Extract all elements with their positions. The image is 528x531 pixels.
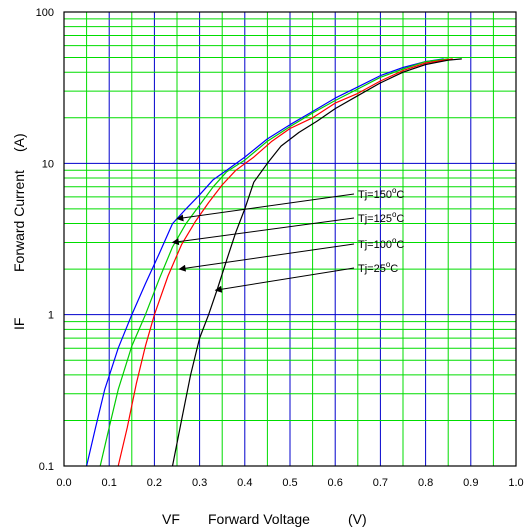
- y-axis-title: Forward Current: [11, 170, 27, 272]
- x-tick-label: 0.0: [56, 477, 71, 489]
- x-axis-prefix: VF: [162, 511, 180, 527]
- annotation-label: Tj=150oC: [358, 186, 404, 201]
- x-tick-label: 0.4: [237, 477, 252, 489]
- annotation-label: Tj=25oC: [358, 260, 398, 275]
- series-line-3: [171, 58, 462, 467]
- x-tick-label: 0.3: [192, 477, 207, 489]
- x-tick-label: 0.8: [418, 477, 433, 489]
- annotation-label: Tj=100oC: [358, 236, 404, 251]
- series-line-0: [86, 58, 444, 467]
- annotation-arrow: [171, 217, 355, 246]
- x-tick-labels: 0.0 0.1 0.2 0.3 0.4 0.5 0.6 0.7 0.8 0.9 1.0: [56, 477, 523, 489]
- y-tick-label: 1: [48, 310, 54, 322]
- y-axis-unit: (A): [11, 133, 27, 152]
- x-axis-title: Forward Voltage: [208, 511, 310, 527]
- y-tick-label: 0.1: [39, 461, 54, 473]
- annotation-arrow: [214, 267, 355, 293]
- annotation-arrow: [176, 193, 355, 222]
- x-tick-label: 0.2: [147, 477, 162, 489]
- x-tick-label: 1.0: [508, 477, 523, 489]
- x-tick-label: 0.6: [328, 477, 343, 489]
- x-tick-label: 0.1: [102, 477, 117, 489]
- plot-frame: [63, 11, 517, 467]
- annotation-label: Tj=125oC: [358, 210, 404, 225]
- annotations: Tj=150oC Tj=125oC Tj=100oC Tj=25oC: [171, 186, 404, 293]
- y-tick-label: 10: [42, 158, 54, 170]
- series-lines: [86, 58, 462, 467]
- x-tick-label: 0.9: [463, 477, 478, 489]
- annotation-arrow: [178, 243, 355, 272]
- x-axis-unit: (V): [348, 511, 367, 527]
- y-axis-prefix: IF: [11, 318, 27, 330]
- grid: [64, 12, 516, 466]
- x-tick-label: 0.7: [373, 477, 388, 489]
- y-tick-label: 100: [36, 7, 54, 19]
- x-tick-label: 0.5: [282, 477, 297, 489]
- y-tick-labels: 0.1 1 10 100: [36, 7, 54, 473]
- series-line-1: [99, 58, 449, 467]
- series-line-2: [117, 58, 453, 467]
